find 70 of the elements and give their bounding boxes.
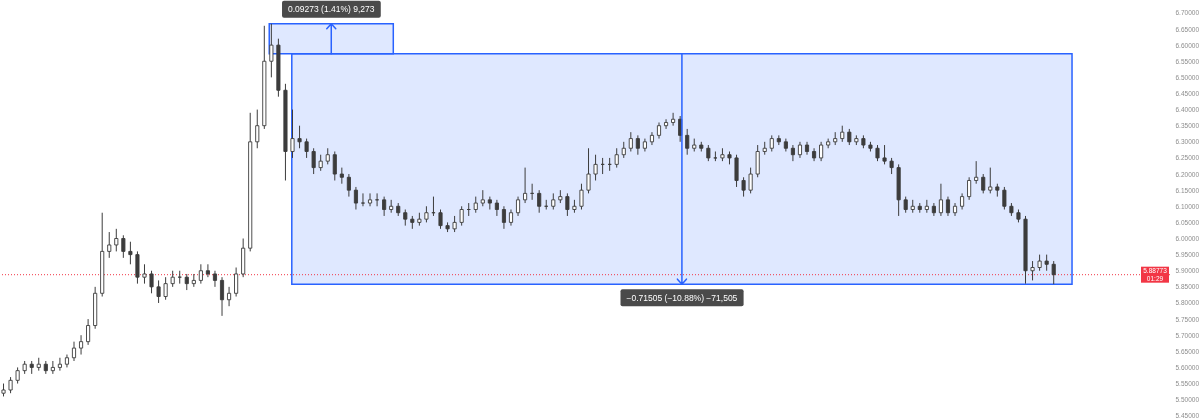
candlestick bbox=[459, 205, 464, 227]
candlestick bbox=[981, 173, 986, 194]
candlestick bbox=[198, 263, 203, 285]
candlestick bbox=[952, 202, 958, 217]
candlestick bbox=[311, 147, 316, 175]
candlestick bbox=[882, 144, 887, 165]
candlestick bbox=[593, 154, 598, 181]
candlestick bbox=[945, 196, 951, 217]
candlestick bbox=[360, 192, 366, 207]
candlestick bbox=[974, 160, 979, 185]
candlestick bbox=[114, 228, 119, 252]
candlestick bbox=[71, 341, 77, 362]
candlestick bbox=[79, 334, 84, 356]
candlestick bbox=[367, 192, 373, 207]
candlestick bbox=[628, 131, 633, 152]
candlestick bbox=[819, 141, 824, 162]
candlestick bbox=[304, 138, 309, 159]
candlestick bbox=[967, 176, 972, 201]
candlestick bbox=[635, 134, 640, 156]
candlestick bbox=[523, 167, 528, 204]
candlestick bbox=[135, 250, 140, 285]
candlestick bbox=[501, 205, 506, 230]
candlestick bbox=[219, 276, 225, 317]
candlestick bbox=[156, 279, 161, 304]
band-label: −0.71505 (−10.88%) −71,505 bbox=[626, 292, 738, 303]
candlestick bbox=[50, 360, 55, 375]
candlestick bbox=[938, 183, 943, 217]
candlestick bbox=[57, 357, 62, 372]
candlestick bbox=[1002, 186, 1007, 210]
candlestick bbox=[297, 125, 302, 149]
candlestick bbox=[346, 173, 351, 198]
candlestick bbox=[649, 131, 655, 146]
candlestick bbox=[537, 189, 542, 214]
candlestick bbox=[255, 109, 260, 149]
candlestick bbox=[748, 167, 753, 194]
candlestick bbox=[579, 183, 584, 210]
candlestick bbox=[269, 23, 274, 78]
candlestick bbox=[664, 118, 669, 130]
candlestick bbox=[1051, 260, 1056, 285]
band-label: 0.09273 (1.41%) 9,273 bbox=[288, 4, 375, 15]
candlestick bbox=[205, 263, 210, 278]
candlestick bbox=[128, 241, 133, 265]
candlestick bbox=[163, 276, 168, 301]
candlestick bbox=[1030, 260, 1035, 281]
candlestick bbox=[121, 234, 126, 259]
candlestick bbox=[107, 231, 112, 259]
candlestick bbox=[734, 154, 739, 188]
candlestick bbox=[149, 270, 154, 294]
candlestick bbox=[438, 209, 443, 230]
candlestick bbox=[142, 263, 147, 285]
candlestick bbox=[290, 109, 295, 159]
candlestick bbox=[227, 286, 232, 307]
candlestick bbox=[988, 167, 993, 194]
candlestick bbox=[671, 112, 676, 127]
candlestick bbox=[614, 147, 619, 169]
candlestick bbox=[515, 196, 521, 217]
candlestick bbox=[790, 144, 795, 162]
candlestick bbox=[586, 147, 591, 194]
candlestick bbox=[494, 199, 499, 217]
candlestick bbox=[565, 192, 570, 217]
candlestick bbox=[741, 176, 746, 198]
candlestick bbox=[931, 202, 936, 217]
candlestick bbox=[685, 128, 690, 156]
candlestick bbox=[86, 318, 91, 346]
candlestick bbox=[382, 196, 387, 217]
candlestick bbox=[353, 186, 358, 210]
candlestick bbox=[755, 144, 760, 178]
candlestick bbox=[234, 267, 239, 298]
candlestick bbox=[212, 270, 218, 288]
candlestick bbox=[332, 150, 337, 181]
